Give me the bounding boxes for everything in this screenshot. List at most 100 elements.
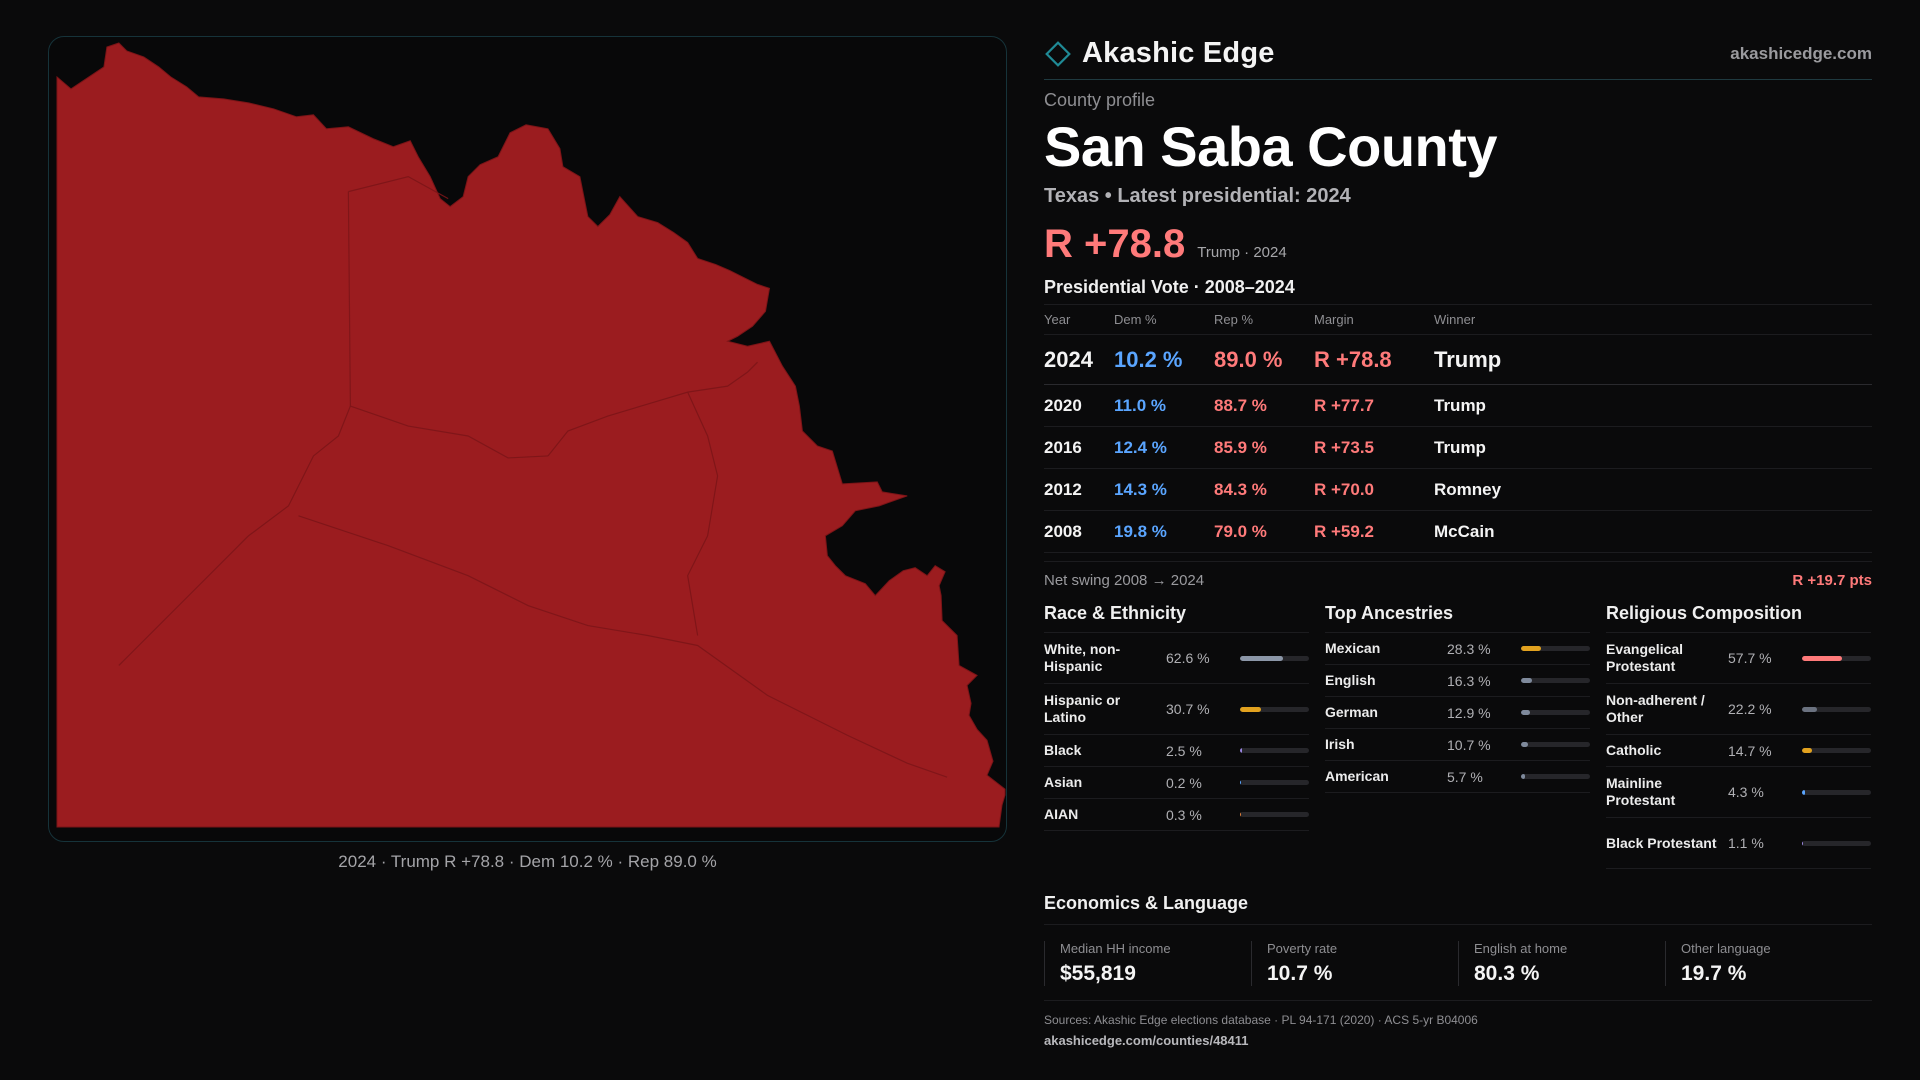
- stat-bar: [1802, 655, 1871, 661]
- cell-dem: 14.3 %: [1114, 468, 1214, 512]
- stat-bar: [1240, 780, 1309, 786]
- stat-bar: [1802, 840, 1871, 846]
- stat-label: AIAN: [1044, 806, 1079, 823]
- list-item: Catholic 14.7 %: [1606, 735, 1871, 768]
- cell-year: 2012: [1044, 468, 1114, 512]
- stat-bar: [1521, 742, 1590, 748]
- stat-bar-fill: [1521, 774, 1525, 780]
- cell-dem: 10.2 %: [1114, 334, 1214, 386]
- county-profile-panel: Akashic Edge akashicedge.com County prof…: [1044, 28, 1872, 1048]
- headline-margin-note: Trump · 2024: [1197, 244, 1287, 262]
- diamond-outline-icon: [1045, 40, 1071, 67]
- cell-margin: R +77.7: [1314, 384, 1434, 428]
- stat-label: Evangelical Protestant: [1606, 640, 1684, 675]
- cell-margin: R +73.5: [1314, 426, 1434, 470]
- stat-pct: 10.7 %: [1447, 736, 1491, 753]
- stat-bar: [1240, 706, 1309, 712]
- stat-label: American: [1325, 768, 1389, 785]
- cell-year: 2024: [1044, 334, 1114, 386]
- econ-poverty-rate: Poverty rate 10.7 %: [1251, 941, 1458, 987]
- econ-label: Other language: [1681, 941, 1771, 957]
- cell-winner: Trump: [1434, 334, 1872, 386]
- headline-margin-value: R +78.8: [1044, 222, 1186, 267]
- cell-rep: 85.9 %: [1214, 426, 1314, 470]
- col-header-margin: Margin: [1314, 304, 1434, 336]
- stat-bar-fill: [1521, 710, 1530, 716]
- profile-kicker: County profile: [1044, 90, 1156, 110]
- stat-label: Mexican: [1325, 640, 1381, 657]
- cell-dem: 11.0 %: [1114, 384, 1214, 428]
- race-section-title: Race & Ethnicity: [1044, 603, 1309, 634]
- vote-section-title: Presidential Vote · 2008–2024: [1044, 277, 1295, 298]
- table-row[interactable]: 2008 19.8 % 79.0 % R +59.2 McCain: [1044, 510, 1872, 554]
- econ-median-income: Median HH income $55,819: [1044, 941, 1251, 987]
- stat-pct: 12.9 %: [1447, 704, 1491, 721]
- stat-label: Black: [1044, 742, 1082, 759]
- stat-pct: 2.5 %: [1166, 742, 1202, 759]
- table-row[interactable]: 2016 12.4 % 85.9 % R +73.5 Trump: [1044, 426, 1872, 470]
- net-swing-value: R +19.7 pts: [1792, 572, 1872, 590]
- stat-pct: 22.2 %: [1728, 701, 1772, 718]
- stat-bar-fill: [1802, 748, 1813, 754]
- religion-section: Religious Composition Evangelical Protes…: [1606, 603, 1871, 870]
- stat-label: White, non-Hispanic: [1044, 640, 1121, 675]
- list-item: Irish 10.7 %: [1325, 729, 1590, 762]
- vote-table-header: Year Dem % Rep % Margin Winner: [1044, 304, 1872, 336]
- cell-year: 2008: [1044, 510, 1114, 554]
- list-item: English 16.3 %: [1325, 665, 1590, 698]
- economics-grid: Median HH income $55,819 Poverty rate 10…: [1044, 941, 1872, 1002]
- stat-pct: 0.3 %: [1166, 806, 1202, 823]
- stat-bar: [1240, 655, 1309, 661]
- sources-text: Sources: Akashic Edge elections database…: [1044, 1013, 1478, 1028]
- cell-rep: 88.7 %: [1214, 384, 1314, 428]
- cell-margin: R +59.2: [1314, 510, 1434, 554]
- stat-pct: 0.2 %: [1166, 774, 1202, 791]
- cell-winner: Romney: [1434, 468, 1872, 512]
- stat-bar-fill: [1240, 655, 1284, 661]
- stat-bar: [1240, 748, 1309, 754]
- col-header-dem: Dem %: [1114, 304, 1214, 336]
- stat-bar-fill: [1521, 742, 1529, 748]
- county-map[interactable]: [48, 36, 1007, 842]
- table-row[interactable]: 2020 11.0 % 88.7 % R +77.7 Trump: [1044, 384, 1872, 428]
- cell-winner: Trump: [1434, 426, 1872, 470]
- cell-margin: R +70.0: [1314, 468, 1434, 512]
- cell-rep: 84.3 %: [1214, 468, 1314, 512]
- stat-label: English: [1325, 672, 1376, 689]
- stat-bar-fill: [1240, 812, 1241, 818]
- brand-name: Akashic Edge: [1082, 37, 1275, 69]
- net-swing: Net swing 2008 → 2024 R +19.7 pts: [1044, 561, 1872, 589]
- stat-bar: [1521, 710, 1590, 716]
- stat-bar-fill: [1802, 840, 1803, 846]
- list-item: American 5.7 %: [1325, 761, 1590, 794]
- stat-bar-fill: [1521, 646, 1541, 652]
- stat-pct: 5.7 %: [1447, 768, 1483, 785]
- brand-url-link[interactable]: akashicedge.com: [1730, 43, 1872, 63]
- col-header-year: Year: [1044, 304, 1114, 336]
- stat-pct: 28.3 %: [1447, 640, 1491, 657]
- stat-bar: [1521, 774, 1590, 780]
- page-title: San Saba County: [1044, 115, 1498, 178]
- table-row[interactable]: 2024 10.2 % 89.0 % R +78.8 Trump: [1044, 334, 1872, 386]
- stat-label: Hispanic or Latino: [1044, 691, 1121, 726]
- vote-table: Year Dem % Rep % Margin Winner 2024 10.2…: [1044, 304, 1872, 554]
- stat-label: Black Protestant: [1606, 834, 1717, 851]
- source-url-link[interactable]: akashicedge.com/counties/48411: [1044, 1033, 1249, 1049]
- stat-label: Non-adherent / Other: [1606, 691, 1705, 726]
- stat-pct: 14.7 %: [1728, 742, 1772, 759]
- stat-bar: [1802, 789, 1871, 795]
- list-item: Hispanic or Latino 30.7 %: [1044, 684, 1309, 736]
- religion-section-title: Religious Composition: [1606, 603, 1871, 634]
- map-caption: 2024 · Trump R +78.8 · Dem 10.2 % · Rep …: [338, 852, 717, 871]
- stat-bar: [1521, 678, 1590, 684]
- table-row[interactable]: 2012 14.3 % 84.3 % R +70.0 Romney: [1044, 468, 1872, 512]
- list-item: German 12.9 %: [1325, 697, 1590, 730]
- stat-pct: 1.1 %: [1728, 835, 1764, 852]
- econ-label: Poverty rate: [1267, 941, 1338, 957]
- econ-value: 19.7 %: [1681, 962, 1747, 986]
- econ-label: English at home: [1474, 941, 1568, 957]
- stat-bar-fill: [1802, 655, 1842, 661]
- cell-winner: McCain: [1434, 510, 1872, 554]
- county-shape[interactable]: [56, 42, 1006, 828]
- brand[interactable]: Akashic Edge: [1044, 37, 1275, 70]
